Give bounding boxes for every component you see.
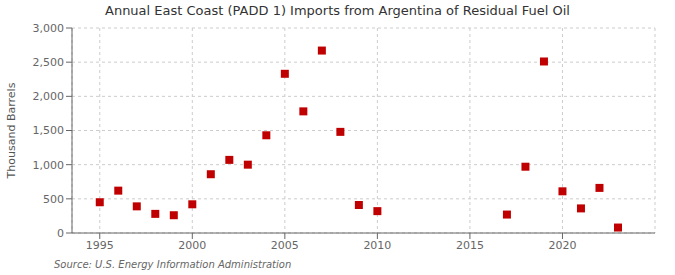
svg-text:0: 0 [57, 227, 64, 240]
svg-text:2,500: 2,500 [33, 56, 65, 69]
svg-text:1,500: 1,500 [33, 124, 65, 137]
svg-text:3,000: 3,000 [33, 22, 65, 35]
svg-text:500: 500 [43, 193, 64, 206]
svg-text:1995: 1995 [86, 239, 114, 252]
svg-text:2015: 2015 [456, 239, 484, 252]
svg-text:2,000: 2,000 [33, 90, 65, 103]
svg-text:Thousand Barrels: Thousand Barrels [8, 82, 18, 179]
svg-text:2010: 2010 [363, 239, 391, 252]
svg-text:1,000: 1,000 [33, 159, 65, 172]
html-text:Annual East Coast (PADD 1) Imp: Annual East Coast (PADD 1) Imports from … [105, 3, 570, 18]
svg-text:2005: 2005 [271, 239, 299, 252]
html-text:Source: U.S. Energy Informatio: Source: U.S. Energy Information Administ… [54, 259, 292, 270]
svg-text:2020: 2020 [548, 239, 576, 252]
svg-text:2000: 2000 [178, 239, 206, 252]
